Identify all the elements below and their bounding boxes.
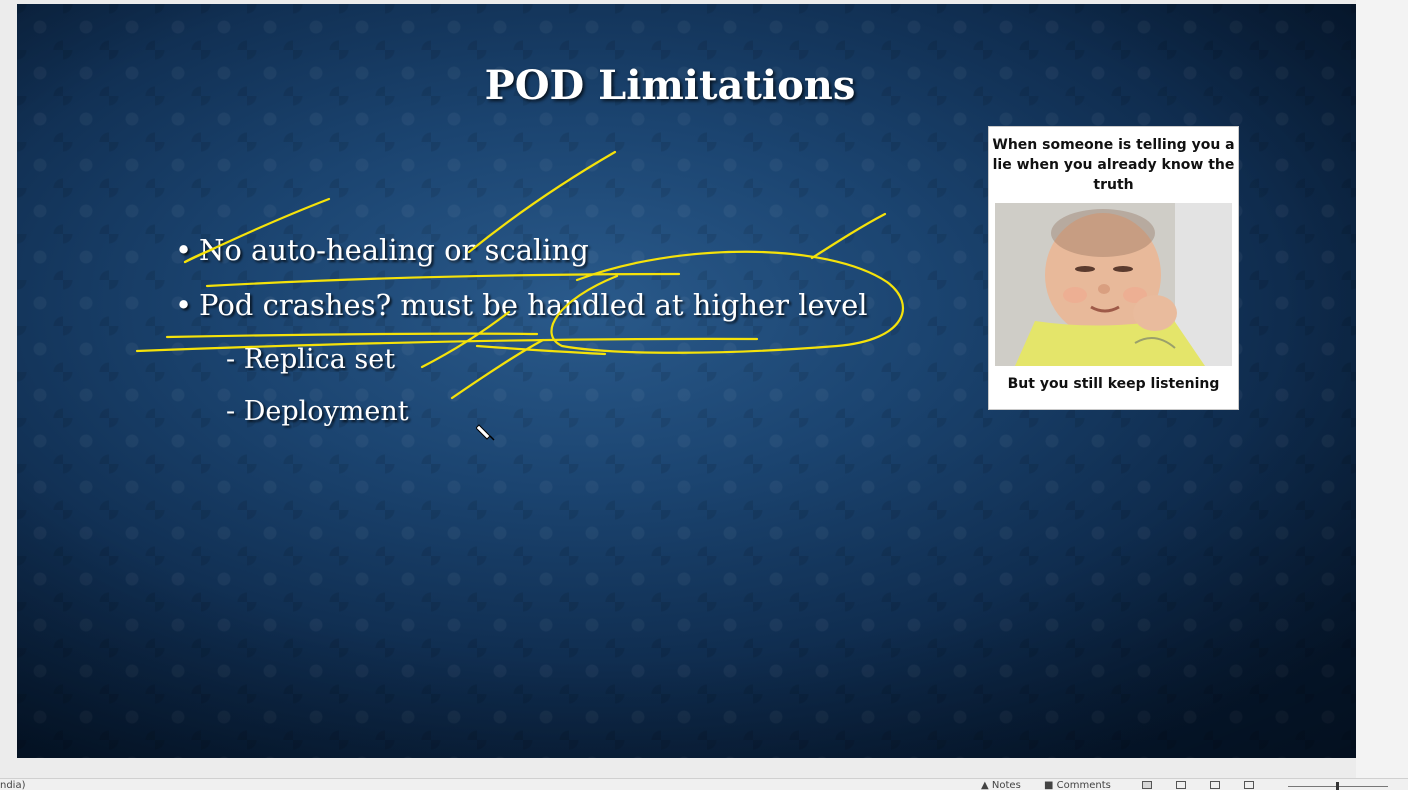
ink-stroke [810,212,887,260]
bullet-marker: • [175,288,193,322]
ink-stroke [165,332,539,339]
bullet-item: • No auto-healing or scaling [175,233,589,267]
comments-label: Comments [1056,780,1111,790]
bullet-item: • Pod crashes? must be handled at higher … [175,288,868,322]
sub-bullet-item: - Replica set [226,344,396,375]
comments-button[interactable]: ■ Comments [1044,781,1111,790]
editor-right-gutter [1356,0,1408,778]
bullet-marker: • [175,233,193,267]
meme-bottom-caption: But you still keep listening [1007,376,1220,392]
baby-photo [995,203,1232,366]
notes-button[interactable]: ▲ Notes [981,781,1021,790]
slide-sorter-icon[interactable] [1176,781,1186,789]
ink-stroke [475,344,607,356]
notes-label: Notes [991,780,1021,790]
slide-title: POD Limitations [484,62,856,109]
ink-stroke [205,272,681,288]
language-indicator[interactable]: ndia) [0,780,26,790]
meme-top-caption: When someone is telling you a lie when y… [992,137,1235,193]
status-bar: ndia) ▲ Notes ■ Comments [0,778,1408,790]
pen-cursor-icon [476,424,495,441]
sub-bullet-item: - Deployment [226,396,409,427]
meme-image[interactable]: When someone is telling you a lie when y… [989,127,1238,409]
slide-canvas[interactable]: POD Limitations • No auto-healing or scal… [17,4,1356,758]
normal-view-icon[interactable] [1142,781,1152,789]
bullet-text: Pod crashes? must be handled at higher l… [199,288,868,322]
comments-icon: ■ [1044,780,1054,790]
ink-stroke [450,338,545,400]
slideshow-icon[interactable] [1244,781,1254,789]
reading-view-icon[interactable] [1210,781,1220,789]
notes-icon: ▲ [981,780,989,790]
zoom-slider-thumb[interactable] [1336,782,1339,790]
bullet-text: No auto-healing or scaling [199,233,589,267]
